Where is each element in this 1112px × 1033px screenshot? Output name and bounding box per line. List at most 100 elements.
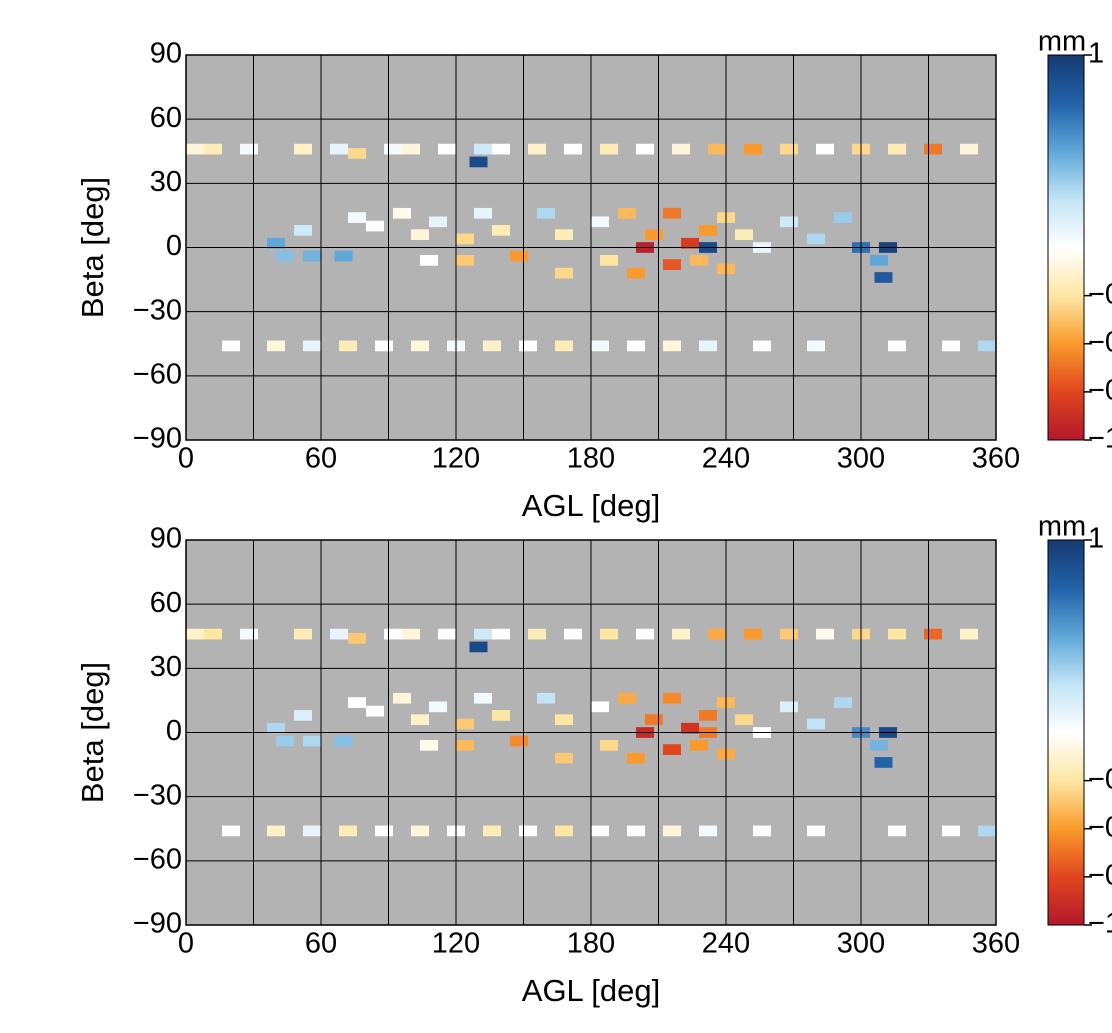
x-tick-label: 60: [305, 928, 337, 960]
heatmap-cell: [519, 825, 537, 837]
heatmap-cell: [780, 216, 798, 228]
heatmap-cell: [699, 340, 717, 352]
heatmap-cell: [366, 705, 384, 717]
x-tick-label: 180: [567, 443, 615, 475]
heatmap-cell: [636, 628, 654, 640]
heatmap-cell: [555, 825, 573, 837]
colorbar-tick-label: 1: [1088, 523, 1104, 555]
heatmap-cell: [708, 143, 726, 155]
heatmap-cell: [267, 340, 285, 352]
heatmap-cell: [924, 143, 942, 155]
x-tick-label: 360: [972, 443, 1020, 475]
heatmap-cell: [735, 714, 753, 726]
x-tick-label: 240: [702, 928, 750, 960]
heatmap-cell: [474, 692, 492, 704]
heatmap-cell: [874, 272, 893, 283]
y-tick-label: 30: [150, 651, 182, 683]
colorbar: [1047, 539, 1085, 926]
heatmap-cell: [330, 628, 348, 640]
heatmap-cell: [528, 628, 546, 640]
heatmap-cell: [469, 641, 488, 653]
heatmap-cell: [942, 825, 960, 837]
heatmap-cell: [699, 825, 717, 837]
heatmap-cell: [780, 143, 798, 155]
heatmap-cell: [780, 701, 798, 713]
heatmap-cell: [564, 143, 582, 155]
heatmap-cell: [537, 692, 555, 704]
x-tick-label: 0: [178, 443, 194, 475]
colorbar-tick-label: −0.25: [1088, 763, 1112, 795]
heatmap-cell: [411, 229, 429, 241]
heatmap-cell: [438, 143, 456, 155]
heatmap-cell: [874, 757, 893, 768]
heatmap-cell: [186, 628, 204, 640]
heatmap-cell: [294, 225, 312, 236]
heatmap-cell: [474, 628, 492, 640]
heatmap-cell: [375, 825, 393, 837]
y-axis-label: Beta [deg]: [75, 177, 110, 318]
heatmap-cell: [492, 225, 510, 236]
heatmap-cell: [483, 340, 501, 352]
heatmap-cell: [348, 148, 366, 159]
heatmap-cell: [366, 220, 384, 232]
x-tick-label: 240: [702, 443, 750, 475]
heatmap-cell: [591, 340, 609, 352]
heatmap-cell: [636, 143, 654, 155]
heatmap-cell: [924, 628, 942, 640]
heatmap-cell: [627, 825, 645, 837]
heatmap-cell: [334, 250, 353, 262]
heatmap-cell: [708, 628, 726, 640]
colorbar-label: mm: [1038, 511, 1086, 543]
colorbar-tick-label: −0.5: [1088, 811, 1112, 843]
heatmap-cell: [690, 254, 708, 266]
colorbar-label: mm: [1038, 26, 1086, 58]
x-tick-label: 360: [972, 928, 1020, 960]
heatmap-cell: [888, 825, 906, 837]
heatmap-cell: [384, 628, 402, 640]
heatmap-cell: [222, 825, 240, 837]
y-tick-label: 0: [166, 715, 182, 747]
heatmap-cell: [303, 825, 321, 837]
x-tick-label: 300: [837, 443, 885, 475]
heatmap-cell: [618, 207, 636, 219]
x-tick-label: 300: [837, 928, 885, 960]
heatmap-cell: [240, 628, 258, 640]
heatmap-cell: [456, 254, 474, 266]
heatmap-cell: [240, 143, 258, 155]
heatmap-cell: [393, 692, 411, 704]
heatmap-cell: [204, 628, 222, 640]
heatmap-cell: [456, 233, 474, 245]
x-axis-label: AGL [deg]: [522, 488, 660, 523]
colorbar-tick-label: −0.25: [1088, 278, 1112, 310]
heatmap-cell: [555, 229, 573, 241]
colorbar-tick-label: −0.5: [1088, 326, 1112, 358]
heatmap-cell: [600, 628, 618, 640]
heatmap-cell: [645, 229, 663, 241]
heatmap-cell: [663, 259, 681, 270]
plot-frame: [185, 539, 997, 926]
x-tick-label: 60: [305, 443, 337, 475]
y-tick-label: 0: [166, 230, 182, 262]
heatmap-cell: [978, 825, 996, 837]
heatmap-cell: [483, 825, 501, 837]
heatmap-cell: [699, 710, 717, 721]
heatmap-cell: [672, 143, 690, 155]
heatmap-cell: [222, 340, 240, 352]
heatmap-cell: [555, 267, 573, 279]
heatmap-cell: [564, 628, 582, 640]
heatmap-cell: [384, 143, 402, 155]
heatmap-cell: [663, 340, 681, 352]
heatmap-cell: [816, 628, 834, 640]
heatmap-cell: [780, 628, 798, 640]
heatmap-cell: [294, 628, 312, 640]
heatmap-cell: [267, 237, 285, 249]
heatmap-cell: [438, 628, 456, 640]
heatmap-cell: [591, 216, 609, 228]
heatmap-cell: [348, 633, 366, 644]
heatmap-cell: [303, 735, 321, 747]
heatmap-cell: [600, 254, 618, 266]
heatmap-cell: [339, 340, 357, 352]
heatmap-cell: [375, 340, 393, 352]
heatmap-cell: [294, 143, 312, 155]
